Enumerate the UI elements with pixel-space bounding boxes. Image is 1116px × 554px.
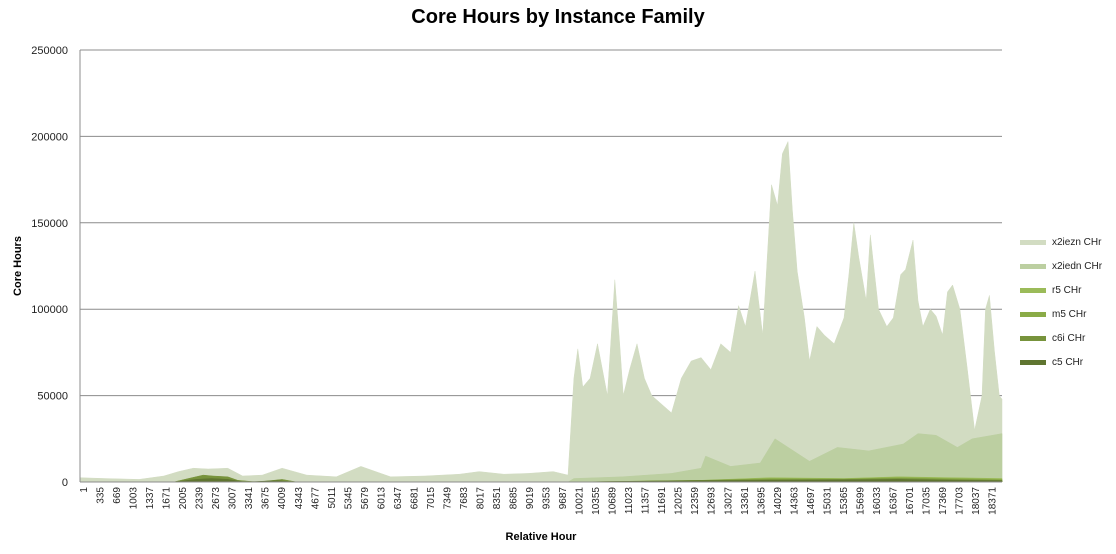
- legend-item: x2iedn CHr: [1020, 254, 1102, 278]
- legend-label: c6i CHr: [1052, 332, 1086, 344]
- x-tick-label: 2005: [178, 487, 189, 510]
- legend-item: c6i CHr: [1020, 326, 1102, 350]
- legend: x2iezn CHr x2iedn CHr r5 CHr m5 CHr c6i CHr c…: [1020, 230, 1102, 374]
- legend-swatch: [1020, 287, 1046, 293]
- x-tick-label: 6013: [376, 487, 387, 510]
- x-tick-label: 1337: [145, 487, 156, 510]
- legend-item: c5 CHr: [1020, 350, 1102, 374]
- legend-label: r5 CHr: [1052, 284, 1082, 296]
- x-tick-label: 335: [96, 487, 107, 504]
- y-axis-title: Core Hours: [12, 236, 24, 296]
- x-tick-label: 3341: [244, 487, 255, 510]
- legend-swatch: [1020, 263, 1046, 269]
- legend-label: c5 CHr: [1052, 356, 1084, 368]
- x-axis-title: Relative Hour: [506, 531, 578, 543]
- y-tick-label: 200000: [31, 131, 68, 143]
- x-tick-label: 13695: [756, 487, 767, 515]
- x-tick-label: 7683: [459, 487, 470, 510]
- legend-label: m5 CHr: [1052, 308, 1087, 320]
- y-tick-label: 150000: [31, 218, 68, 230]
- y-tick-label: 100000: [31, 304, 68, 316]
- series-area-0: [79, 141, 1003, 483]
- x-tick-label: 14363: [789, 487, 800, 515]
- legend-swatch: [1020, 359, 1046, 365]
- y-tick-label: 0: [62, 477, 68, 489]
- x-tick-label: 5345: [343, 487, 354, 510]
- x-tick-label: 13361: [740, 487, 751, 515]
- x-tick-label: 14029: [773, 487, 784, 515]
- x-tick-label: 7015: [426, 487, 437, 510]
- legend-item: x2iezn CHr: [1020, 230, 1102, 254]
- x-tick-label: 1671: [162, 487, 173, 510]
- x-tick-label: 1003: [129, 487, 140, 510]
- x-tick-label: 8017: [476, 487, 487, 510]
- x-tick-label: 10021: [575, 487, 586, 515]
- legend-swatch: [1020, 311, 1046, 317]
- legend-swatch: [1020, 239, 1046, 245]
- x-tick-label: 16701: [905, 487, 916, 515]
- x-tick-label: 4677: [310, 487, 321, 510]
- x-tick-label: 4009: [277, 487, 288, 510]
- x-tick-label: 6347: [393, 487, 404, 510]
- x-tick-label: 17369: [938, 487, 949, 515]
- x-tick-label: 10355: [591, 487, 602, 515]
- x-tick-label: 16367: [888, 487, 899, 515]
- x-tick-label: 2673: [211, 487, 222, 510]
- x-tick-label: 15031: [822, 487, 833, 515]
- x-tick-label: 17703: [955, 487, 966, 515]
- x-tick-label: 5679: [360, 487, 371, 510]
- x-tick-label: 3675: [261, 487, 272, 510]
- x-tick-label: 5011: [327, 487, 338, 509]
- x-tick-label: 12693: [707, 487, 718, 515]
- legend-swatch: [1020, 335, 1046, 341]
- x-tick-label: 18371: [988, 487, 999, 515]
- x-tick-label: 15699: [855, 487, 866, 515]
- x-tick-label: 11357: [641, 487, 652, 515]
- legend-item: m5 CHr: [1020, 302, 1102, 326]
- x-tick-label: 3007: [228, 487, 239, 510]
- x-tick-label: 17035: [922, 487, 933, 515]
- x-tick-label: 15365: [839, 487, 850, 515]
- legend-label: x2iezn CHr: [1052, 236, 1102, 248]
- x-tick-label: 8685: [509, 487, 520, 510]
- x-tick-label: 12025: [674, 487, 685, 515]
- x-tick-label: 16033: [872, 487, 883, 515]
- x-tick-label: 2339: [195, 487, 206, 510]
- legend-label: x2iedn CHr: [1052, 260, 1103, 272]
- x-tick-label: 4343: [294, 487, 305, 510]
- x-tick-label: 11691: [657, 487, 668, 515]
- x-tick-label: 6681: [409, 487, 420, 510]
- x-tick-label: 14697: [806, 487, 817, 515]
- y-tick-label: 250000: [31, 45, 68, 57]
- x-tick-label: 18037: [971, 487, 982, 515]
- x-tick-label: 669: [112, 487, 123, 504]
- y-tick-label: 50000: [37, 391, 68, 403]
- x-tick-label: 9353: [542, 487, 553, 510]
- chart-title: Core Hours by Instance Family: [411, 6, 705, 28]
- x-tick-label: 1: [79, 487, 90, 493]
- x-tick-label: 8351: [492, 487, 503, 510]
- x-tick-label: 7349: [442, 487, 453, 510]
- x-tick-label: 10689: [608, 487, 619, 515]
- x-tick-label: 12359: [690, 487, 701, 515]
- legend-item: r5 CHr: [1020, 278, 1102, 302]
- x-tick-label: 13027: [723, 487, 734, 515]
- x-tick-label: 9687: [558, 487, 569, 510]
- series-area-1: [80, 433, 1003, 483]
- x-tick-label: 9019: [525, 487, 536, 510]
- x-tick-label: 11023: [624, 487, 635, 515]
